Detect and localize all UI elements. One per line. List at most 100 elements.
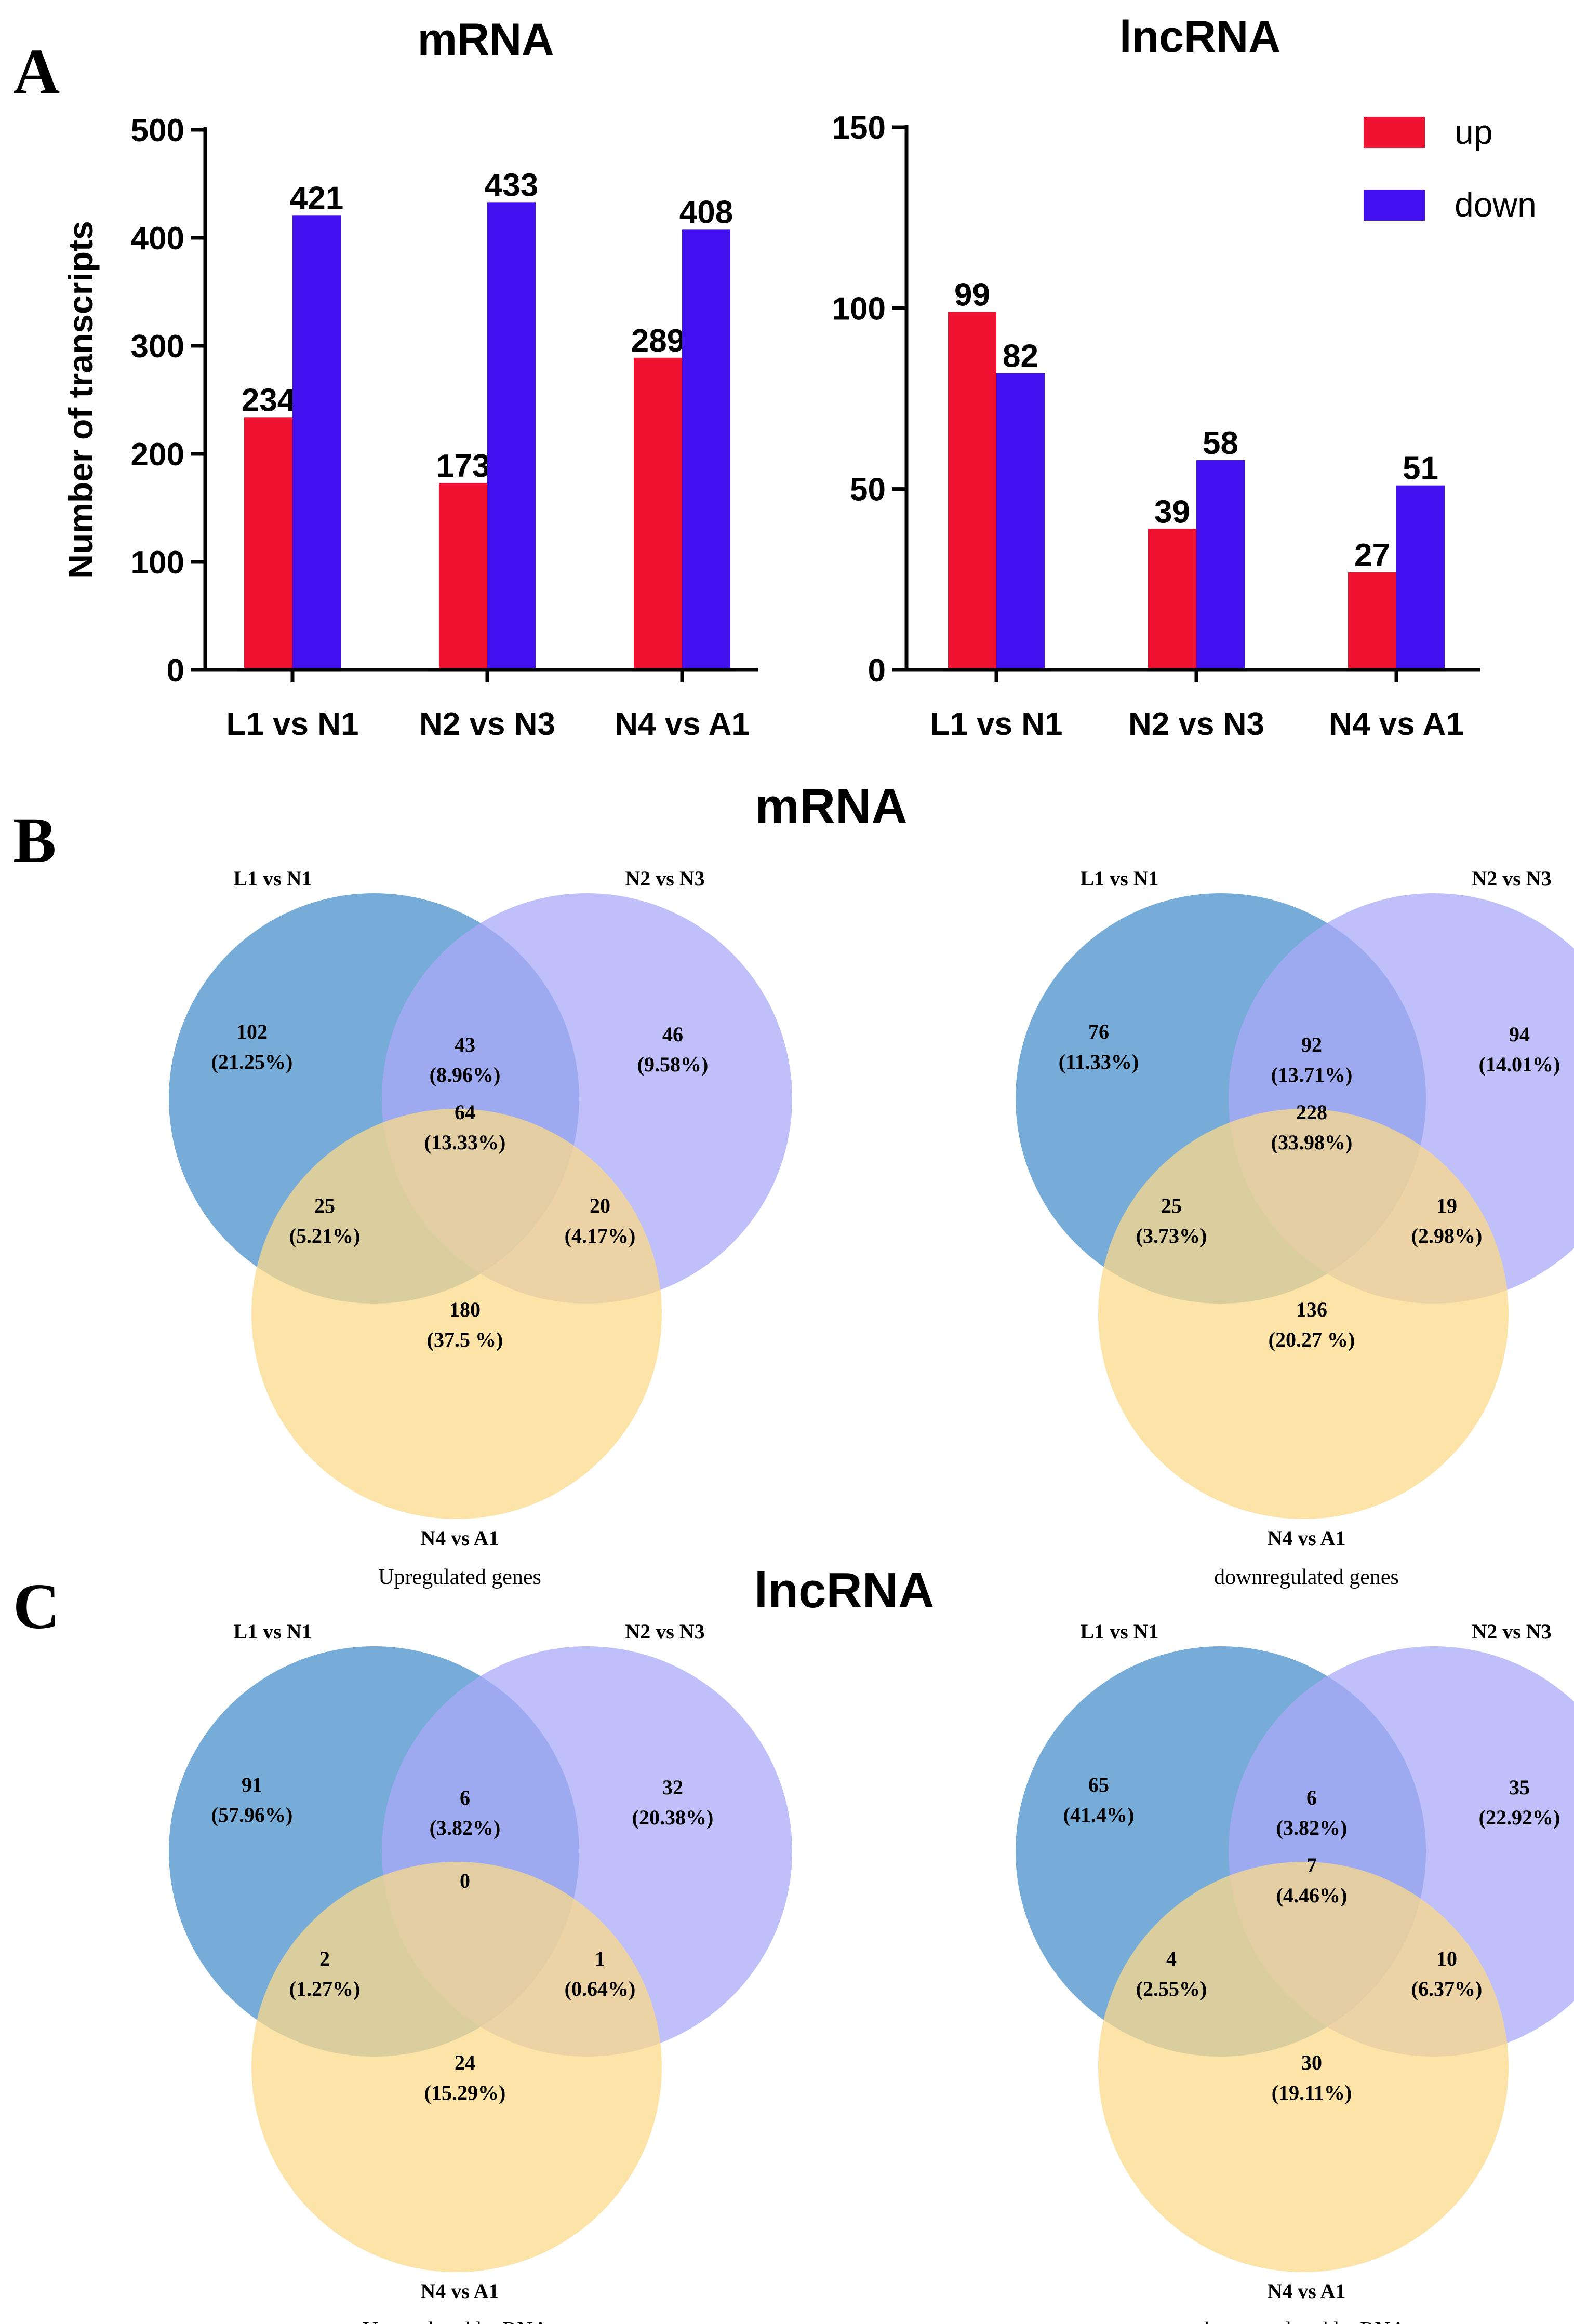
venn-value-r13: (5.21%) <box>289 1224 361 1247</box>
panel-letter-c: C <box>13 1571 60 1643</box>
venn-value-only3: 136 <box>1296 1298 1327 1321</box>
venn-value-r13: 25 <box>314 1194 335 1217</box>
venn-caption: Upregulated lncRNAs <box>363 2318 557 2324</box>
bar-label-up-2: 289 <box>631 323 685 359</box>
venn-value-r12: 43 <box>455 1033 475 1056</box>
venn-value-r23: (2.98%) <box>1411 1224 1483 1247</box>
venn-set-label-1: L1 vs N1 <box>1080 1620 1158 1643</box>
venn-set-label-3: N4 vs A1 <box>420 2279 499 2303</box>
venn-set-label-3: N4 vs A1 <box>1267 2279 1345 2303</box>
venn-value-r12: (13.71%) <box>1271 1063 1353 1086</box>
venn-caption: Upregulated genes <box>378 1565 541 1589</box>
chart-title: mRNA <box>418 15 554 64</box>
bar-up-1 <box>1148 529 1196 670</box>
venn-value-only2: (14.01%) <box>1479 1053 1560 1076</box>
bar-label-down-0: 82 <box>1003 339 1038 374</box>
venn-lncrna-downregulated: L1 vs N1 N2 vs N3 N4 vs A1 downregulated ln… <box>1016 1620 1574 2324</box>
bar-up-2 <box>634 357 682 670</box>
x-tick-label: N2 vs N3 <box>1128 706 1264 742</box>
venn-value-r123: (13.33%) <box>424 1131 506 1154</box>
venn-value-r13: 2 <box>319 1947 330 1970</box>
venn-value-r13: 4 <box>1166 1947 1177 1970</box>
x-tick-label: N4 vs A1 <box>1329 706 1464 742</box>
venn-value-only3: (15.29%) <box>424 2081 506 2104</box>
bar-label-up-1: 173 <box>436 448 490 484</box>
venn-value-r12: (3.82%) <box>430 1816 501 1839</box>
venn-value-r23: 19 <box>1436 1194 1457 1217</box>
venn-value-only1: 102 <box>236 1020 268 1043</box>
lncrna-bar-chart: lncRNA 99 82 L1 vs N1 39 58 N2 vs N3 27 51 N4 vs … <box>832 12 1537 742</box>
venn-value-only1: (21.25%) <box>211 1050 293 1073</box>
legend-swatch-up <box>1364 117 1425 148</box>
venn-value-r23: (4.17%) <box>565 1224 636 1247</box>
bar-label-up-0: 234 <box>242 382 296 418</box>
venn-circle-3 <box>1098 1109 1509 1519</box>
venn-value-r123: 228 <box>1296 1100 1327 1124</box>
venn-value-only1: 91 <box>242 1773 262 1796</box>
venn-value-r123: 64 <box>455 1100 475 1124</box>
venn-value-only1: 65 <box>1088 1773 1109 1796</box>
bar-down-2 <box>1396 485 1445 670</box>
bar-label-up-2: 27 <box>1354 538 1390 573</box>
venn-value-r12: 92 <box>1301 1033 1322 1056</box>
panel-letter-b: B <box>13 805 56 877</box>
y-tick-label: 100 <box>832 291 886 327</box>
venn-set-label-1: L1 vs N1 <box>233 867 312 890</box>
venn-value-r23: 1 <box>595 1947 605 1970</box>
venn-caption: downregulated lncRNAs <box>1198 2318 1415 2324</box>
venn-value-r13: 25 <box>1161 1194 1182 1217</box>
venn-value-r123: (4.46%) <box>1276 1884 1348 1907</box>
bar-label-down-2: 408 <box>679 194 733 230</box>
x-tick-label: N2 vs N3 <box>419 706 555 742</box>
venn-value-only2: (20.38%) <box>632 1806 714 1829</box>
venn-value-r13: (1.27%) <box>289 1977 361 2000</box>
venn-mrna-downregulated: L1 vs N1 N2 vs N3 N4 vs A1 downregulated ge… <box>1016 867 1574 1589</box>
bar-label-down-1: 433 <box>485 167 538 203</box>
venn-value-r13: (2.55%) <box>1136 1977 1207 2000</box>
venn-set-label-3: N4 vs A1 <box>420 1526 499 1550</box>
bar-up-2 <box>1348 572 1396 670</box>
y-tick-label: 150 <box>832 110 886 146</box>
x-tick-label: L1 vs N1 <box>930 706 1062 742</box>
mrna-bar-chart: mRNA 234 421 L1 vs N1 173 433 N2 vs N3 289 408 N4… <box>61 15 758 742</box>
y-tick-label: 200 <box>131 437 184 473</box>
bar-up-1 <box>439 483 487 670</box>
venn-mrna-upregulated: L1 vs N1 N2 vs N3 N4 vs A1 Upregulated gene… <box>169 867 792 1589</box>
venn-circle-3 <box>251 1109 662 1519</box>
panel-c-title: lncRNA <box>754 1563 935 1618</box>
venn-set-label-1: L1 vs N1 <box>1080 867 1158 890</box>
venn-value-only3: (37.5 %) <box>427 1328 503 1351</box>
bar-down-2 <box>682 229 730 670</box>
venn-value-only3: 24 <box>455 2051 475 2074</box>
venn-value-r123: 0 <box>460 1869 470 1892</box>
venn-value-r12: (8.96%) <box>430 1063 501 1086</box>
venn-value-only2: 32 <box>662 1776 683 1799</box>
venn-value-r123: 7 <box>1306 1853 1317 1877</box>
venn-value-r12: 6 <box>1306 1786 1317 1809</box>
venn-lncrna-upregulated: L1 vs N1 N2 vs N3 N4 vs A1 Upregulated lncR… <box>169 1620 792 2324</box>
y-tick-label: 0 <box>167 653 184 689</box>
x-tick-label: N4 vs A1 <box>615 706 750 742</box>
y-tick-label: 400 <box>131 221 184 257</box>
venn-caption: downregulated genes <box>1214 1565 1399 1589</box>
venn-value-only2: 94 <box>1509 1023 1530 1046</box>
venn-value-only3: 180 <box>449 1298 481 1321</box>
venn-value-only1: (11.33%) <box>1059 1050 1139 1073</box>
venn-set-label-3: N4 vs A1 <box>1267 1526 1345 1550</box>
venn-value-only1: 76 <box>1088 1020 1109 1043</box>
venn-value-only3: 30 <box>1301 2051 1322 2074</box>
venn-set-label-2: N2 vs N3 <box>1472 1620 1551 1643</box>
legend-swatch-down <box>1364 190 1425 221</box>
bar-label-down-0: 421 <box>290 180 343 216</box>
venn-value-only2: 46 <box>662 1023 683 1046</box>
venn-value-r23: 10 <box>1436 1947 1457 1970</box>
bar-down-0 <box>292 215 341 670</box>
venn-value-r23: 20 <box>590 1194 610 1217</box>
y-tick-label: 0 <box>868 653 886 689</box>
venn-value-r12: (3.82%) <box>1276 1816 1348 1839</box>
chart-title: lncRNA <box>1119 12 1281 62</box>
venn-set-label-2: N2 vs N3 <box>625 867 704 890</box>
bar-label-up-1: 39 <box>1154 494 1190 530</box>
y-tick-label: 300 <box>131 329 184 365</box>
venn-value-only3: (19.11%) <box>1272 2081 1352 2104</box>
